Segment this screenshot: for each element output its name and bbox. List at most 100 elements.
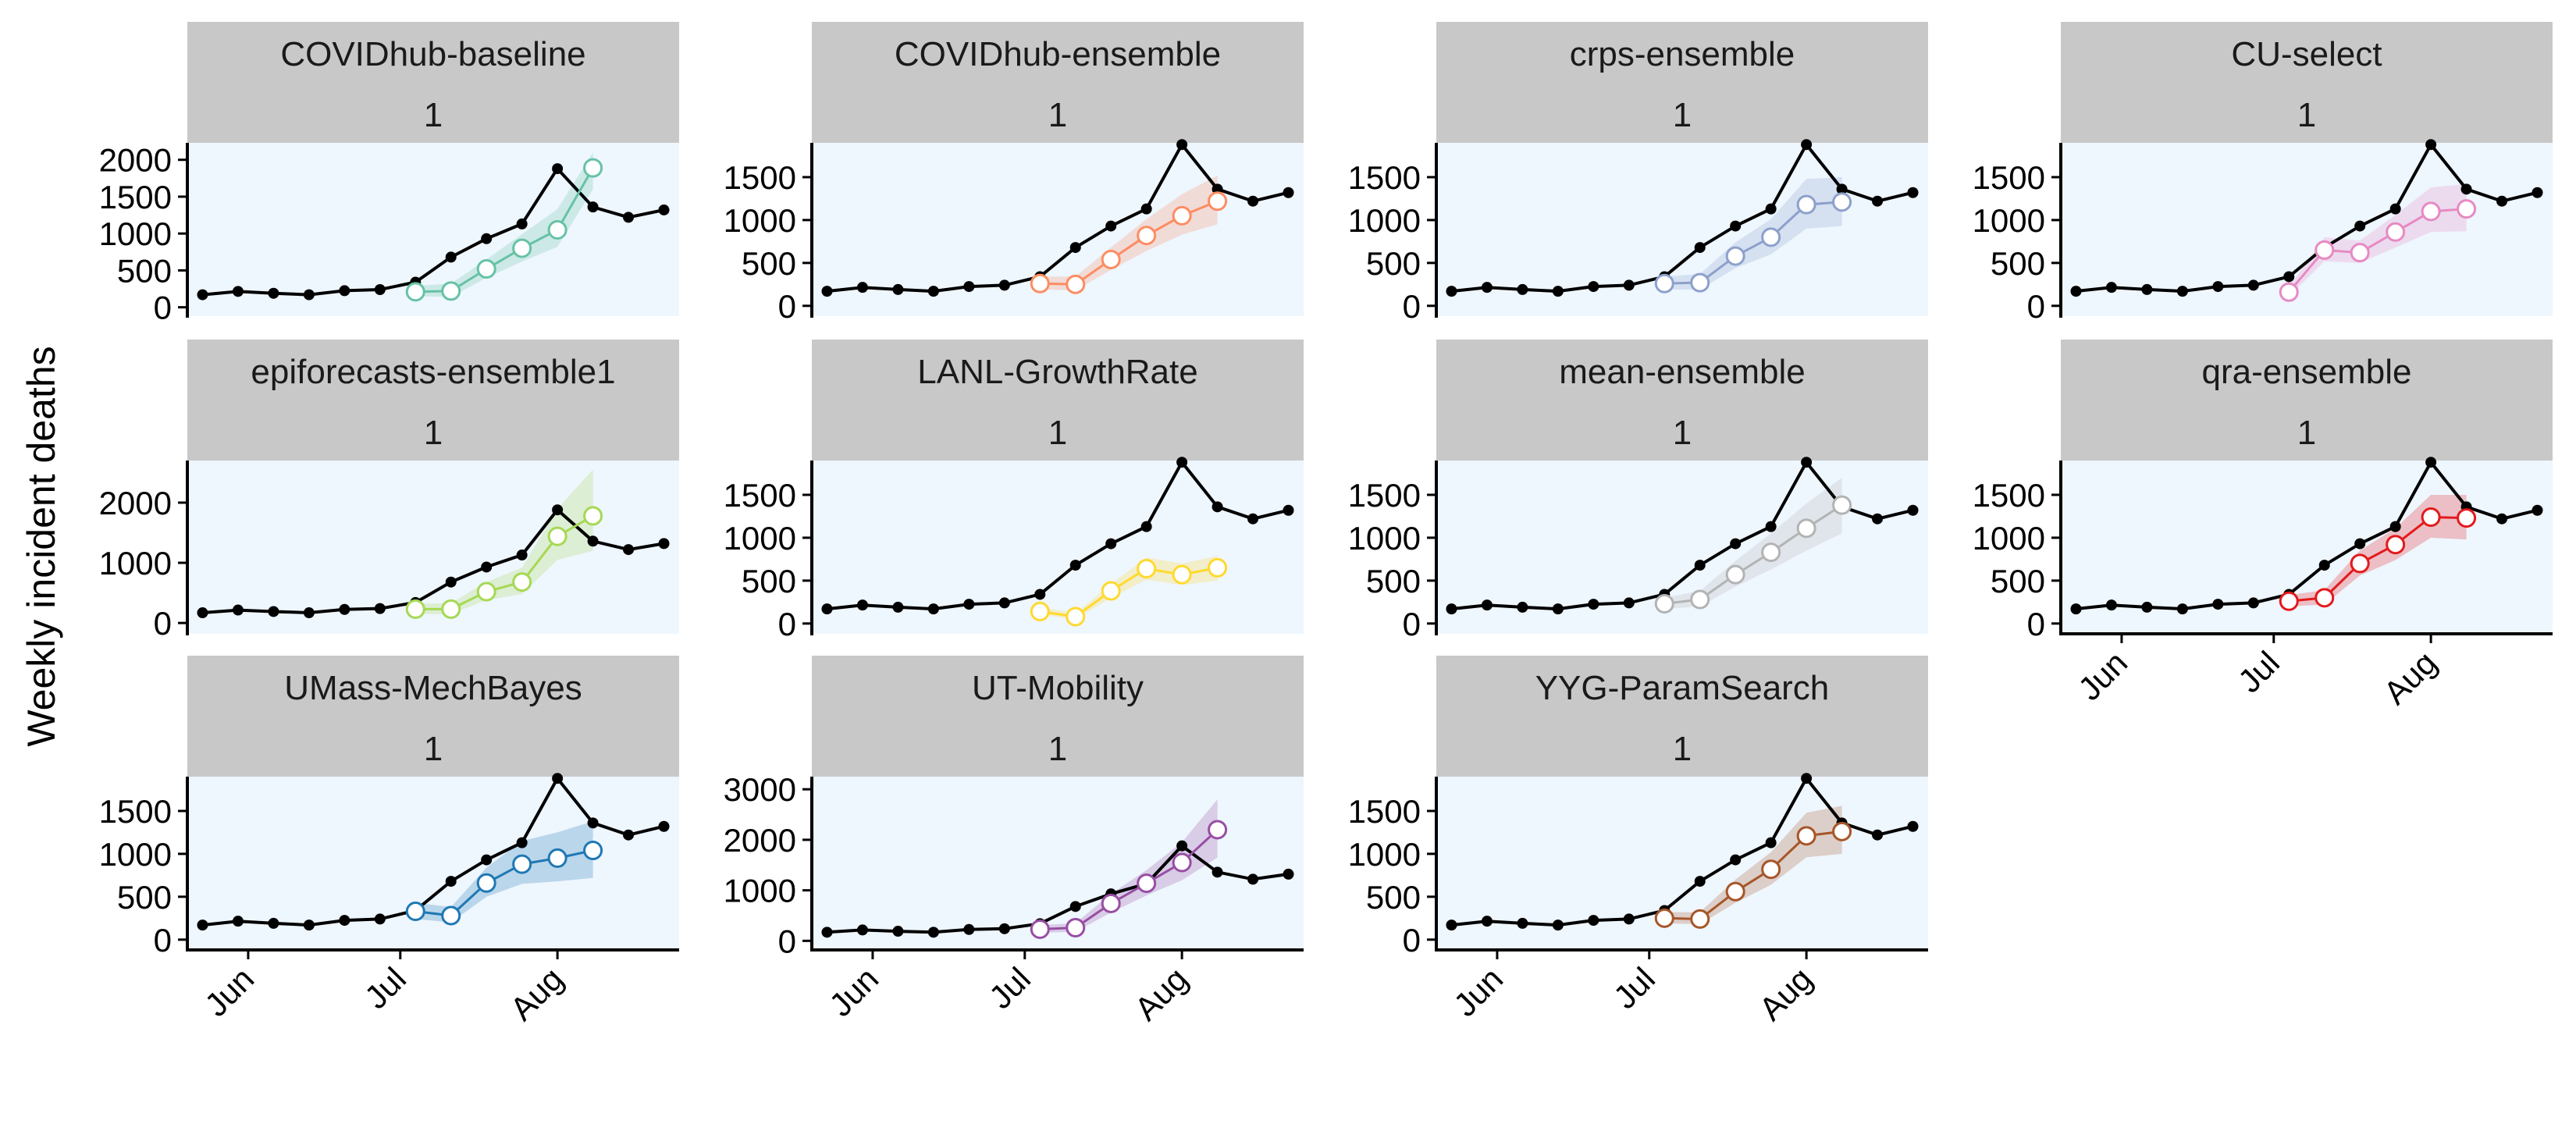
observed-point	[892, 601, 904, 613]
forecast-median-point	[1725, 246, 1745, 266]
forecast-median-point	[1761, 227, 1781, 247]
observed-point	[1481, 282, 1493, 293]
observed-point	[1176, 457, 1188, 468]
x-tick-label: Jul	[2231, 644, 2286, 699]
observed-point	[1069, 560, 1081, 571]
observed-point	[1872, 195, 1884, 207]
observed-point	[516, 837, 528, 848]
forecast-median-point	[1832, 495, 1852, 515]
observed-point	[1283, 504, 1294, 516]
observed-point	[2141, 283, 2153, 295]
forecast-median-point	[2386, 535, 2406, 555]
observed-point	[1069, 901, 1081, 912]
forecast-median-point	[2279, 591, 2299, 611]
observed-point	[2460, 183, 2472, 195]
facet-strip	[1436, 656, 1928, 777]
observed-line	[827, 459, 1289, 611]
forecast-median-point	[441, 599, 461, 619]
x-tick-label: Jul	[358, 960, 413, 1016]
observed-point	[1212, 501, 1223, 513]
y-tick-label: 1000	[1348, 836, 1421, 873]
observed-point	[2425, 457, 2437, 468]
observed-point	[552, 773, 564, 784]
plot-background	[187, 461, 679, 634]
facet-panel-crps-ensemble: crps-ensemble 1 0 500 1000 1500	[1348, 22, 1928, 325]
facet-strip	[2061, 22, 2553, 143]
observed-point	[1247, 873, 1259, 885]
facet-panel-ut-mobility: UT-Mobility 1 0 1000 2000 3000 Jun Jul Aug	[724, 656, 1304, 1027]
observed-point	[481, 854, 493, 866]
observed-point	[1907, 820, 1919, 832]
forecast-median-point	[1725, 881, 1745, 902]
y-tick-label: 1500	[99, 179, 172, 215]
facet-strip-model-label: COVIDhub-ensemble	[895, 35, 1221, 73]
y-tick-label: 2000	[724, 822, 796, 859]
y-tick-label: 1500	[1348, 159, 1421, 196]
observed-point	[2496, 513, 2508, 525]
y-tick-label: 1000	[1348, 202, 1421, 239]
y-tick-label: 500	[1991, 563, 2045, 599]
forecast-median-point	[583, 506, 603, 526]
observed-point	[1140, 521, 1152, 532]
y-tick-label: 2000	[99, 485, 172, 521]
observed-point	[268, 917, 279, 929]
forecast-median-point	[2279, 282, 2299, 302]
observed-point	[445, 576, 457, 588]
observed-point	[1283, 868, 1294, 880]
y-tick-label: 0	[778, 288, 796, 325]
facet-strip-horizon-label: 1	[1673, 730, 1692, 768]
x-tick-label: Jun	[822, 960, 885, 1023]
forecast-median-point	[2386, 222, 2406, 242]
facet-strip-model-label: qra-ensemble	[2201, 353, 2411, 391]
observed-point	[623, 829, 635, 841]
observed-point	[623, 212, 635, 223]
facet-strip-model-label: YYG-ParamSearch	[1535, 669, 1830, 707]
observed-point	[1446, 603, 1457, 615]
facet-strip	[187, 340, 679, 461]
observed-point	[2354, 538, 2366, 550]
forecast-median-point	[547, 526, 568, 546]
observed-point	[2318, 560, 2330, 571]
forecast-median-point	[1832, 192, 1852, 212]
facet-panel-mean-ensemble: mean-ensemble 1 0 500 1000 1500	[1348, 340, 1928, 642]
observed-point	[1694, 560, 1706, 571]
x-tick-label: Aug	[1752, 960, 1819, 1027]
observed-point	[445, 251, 457, 263]
x-tick-label: Jul	[982, 960, 1037, 1016]
y-tick-label: 0	[778, 606, 796, 642]
forecast-median-point	[1030, 601, 1050, 621]
observed-point	[1765, 203, 1777, 215]
y-tick-label: 1000	[1348, 520, 1421, 557]
facet-panel-epiforecasts-ensemble1: epiforecasts-ensemble1 1 0 1000 2000	[99, 340, 679, 642]
forecast-median-point	[2350, 553, 2370, 574]
y-tick-label: 1500	[1348, 793, 1421, 830]
y-tick-label: 0	[778, 923, 796, 959]
observed-point	[856, 599, 868, 611]
forecast-median-point	[476, 873, 496, 893]
observed-point	[658, 538, 670, 550]
observed-point	[2212, 281, 2224, 293]
observed-point	[821, 927, 833, 938]
observed-point	[303, 919, 315, 931]
y-tick-label: 500	[1366, 245, 1421, 282]
forecast-median-point	[441, 281, 461, 301]
observed-point	[1872, 829, 1884, 841]
observed-point	[2176, 603, 2188, 615]
observed-line	[2076, 141, 2538, 293]
forecast-median-point	[1208, 191, 1228, 212]
observed-point	[1481, 916, 1493, 927]
forecast-median-point	[1101, 893, 1121, 913]
observed-point	[927, 927, 939, 938]
forecast-median-point	[1796, 194, 1816, 215]
observed-point	[2176, 286, 2188, 297]
forecast-median-point	[1172, 852, 1192, 873]
facet-strip	[1436, 340, 1928, 461]
forecast-median-point	[583, 158, 603, 178]
observed-point	[2105, 282, 2117, 293]
plot-background	[812, 777, 1304, 950]
observed-point	[587, 817, 599, 829]
x-tick-label: Jun	[1446, 960, 1510, 1023]
observed-point	[1801, 773, 1813, 784]
observed-point	[998, 279, 1010, 291]
observed-point	[927, 286, 939, 297]
